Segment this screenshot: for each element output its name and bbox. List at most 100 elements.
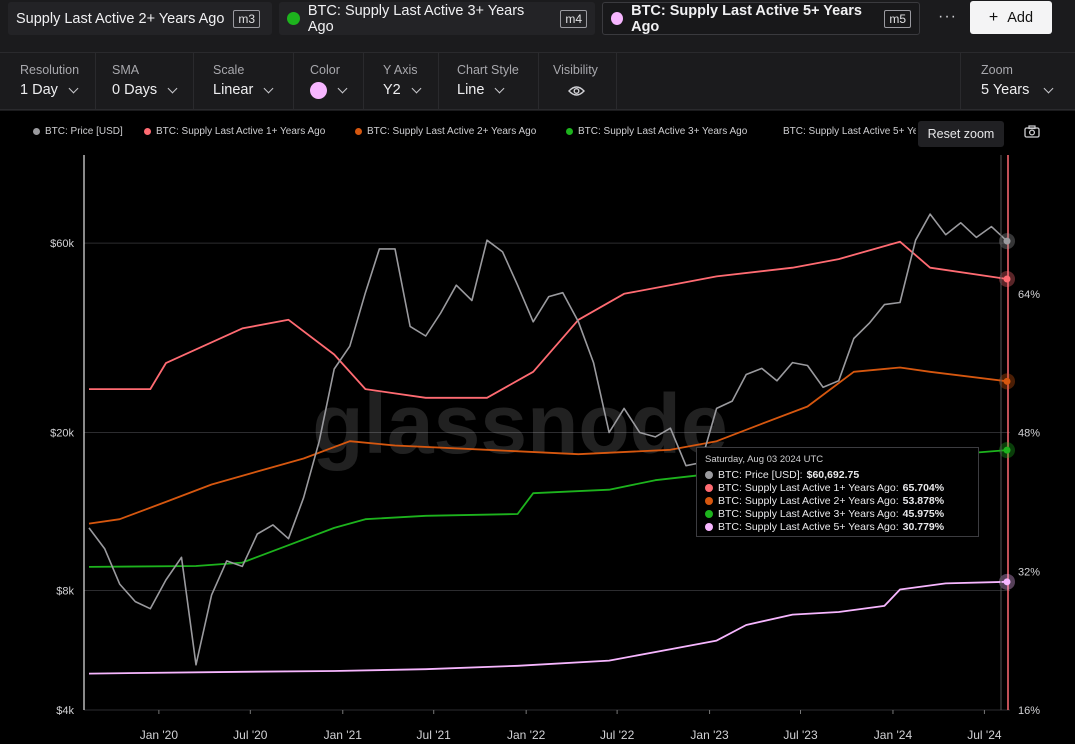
y-left-tick-label: $8k xyxy=(56,585,74,597)
tooltip-row: BTC: Supply Last Active 5+ Years Ago: 30.… xyxy=(705,520,970,533)
control-value: Y2 xyxy=(383,82,401,98)
metric-color-dot xyxy=(287,12,300,25)
tooltip-label: BTC: Price [USD]: xyxy=(718,468,803,481)
metric-tag: m3 xyxy=(233,9,261,28)
tooltip-dot xyxy=(705,496,713,505)
control-value: Linear xyxy=(213,82,254,98)
x-tick-label: Jul '23 xyxy=(783,728,818,742)
control-value: 5 Years xyxy=(981,82,1030,98)
x-tick-label: Jul '20 xyxy=(233,728,268,742)
tooltip-label: BTC: Supply Last Active 1+ Years Ago: xyxy=(718,481,899,494)
tooltip-value: 45.975% xyxy=(902,507,945,520)
chevron-down-icon xyxy=(68,83,79,93)
y-right-tick-label: 48% xyxy=(1018,428,1040,440)
tooltip-dot xyxy=(705,483,713,492)
control-label: Scale xyxy=(213,63,245,77)
y-left-tick-label: $4k xyxy=(56,705,74,717)
legend-item-1y[interactable]: BTC: Supply Last Active 1+ Years Ago xyxy=(144,126,325,137)
tooltip-label: BTC: Supply Last Active 2+ Years Ago: xyxy=(718,494,899,507)
chevron-down-icon xyxy=(494,83,505,93)
series-end-marker xyxy=(1003,446,1011,454)
series-line-supply-3y xyxy=(88,449,1008,568)
resolution-select[interactable]: Resolution 1 Day xyxy=(0,53,96,109)
metric-tag: m4 xyxy=(560,9,587,28)
chevron-down-icon xyxy=(167,83,178,93)
zoom-select[interactable]: Zoom 5 Years xyxy=(960,53,1075,109)
chevron-down-icon xyxy=(263,83,274,93)
metric-tab-m3[interactable]: Supply Last Active 2+ Years Ago m3 xyxy=(8,2,272,35)
legend-dot xyxy=(33,128,40,135)
tooltip-row: BTC: Supply Last Active 2+ Years Ago: 53.… xyxy=(705,494,970,507)
series-line-price xyxy=(88,213,1008,666)
tooltip-date: Saturday, Aug 03 2024 UTC xyxy=(705,454,824,465)
legend-label: BTC: Supply Last Active 3+ Years Ago xyxy=(578,126,748,137)
x-tick-label: Jan '22 xyxy=(507,728,546,742)
control-label: Color xyxy=(310,63,340,77)
legend-dot xyxy=(566,128,573,135)
tooltip-label: BTC: Supply Last Active 3+ Years Ago: xyxy=(718,507,899,520)
legend-label: BTC: Price [USD] xyxy=(45,126,123,137)
tooltip-value: $60,692.75 xyxy=(806,468,860,481)
metric-tabs-bar: Supply Last Active 2+ Years Ago m3 BTC: … xyxy=(0,0,1075,52)
series-end-marker xyxy=(1003,275,1011,283)
sma-select[interactable]: SMA 0 Days xyxy=(92,53,194,109)
tooltip-value: 53.878% xyxy=(902,494,945,507)
x-tick-label: Jul '21 xyxy=(417,728,452,742)
control-value: 1 Day xyxy=(20,82,58,98)
more-options-button[interactable]: ··· xyxy=(938,8,957,25)
metric-tab-label: Supply Last Active 2+ Years Ago xyxy=(16,10,225,27)
reset-zoom-button[interactable]: Reset zoom xyxy=(918,121,1004,147)
x-tick-label: Jan '20 xyxy=(140,728,179,742)
plus-icon: + xyxy=(988,8,999,26)
chevron-down-icon xyxy=(1043,83,1054,93)
series-end-marker xyxy=(1003,237,1011,245)
series-end-marker xyxy=(1003,377,1011,385)
x-tick-label: Jan '23 xyxy=(690,728,729,742)
metric-tab-m5[interactable]: BTC: Supply Last Active 5+ Years Ago m5 xyxy=(602,2,920,35)
series-line-supply-5y xyxy=(88,580,1008,675)
metric-tab-label: BTC: Supply Last Active 5+ Years Ago xyxy=(631,2,862,35)
camera-icon[interactable] xyxy=(1024,125,1040,138)
tooltip-dot xyxy=(705,509,713,518)
scale-select[interactable]: Scale Linear xyxy=(193,53,294,109)
legend-label: BTC: Supply Last Active 1+ Years Ago xyxy=(156,126,326,137)
metric-tab-label: BTC: Supply Last Active 3+ Years Ago xyxy=(307,2,525,35)
watermark: glassnode xyxy=(312,377,727,471)
control-label: Chart Style xyxy=(457,63,519,77)
tooltip-row: BTC: Supply Last Active 3+ Years Ago: 45.… xyxy=(705,507,970,520)
metric-tab-m4[interactable]: BTC: Supply Last Active 3+ Years Ago m4 xyxy=(279,2,595,35)
visibility-toggle[interactable]: Visibility xyxy=(533,53,617,109)
chart-panel: BTC: Price [USD] BTC: Supply Last Active… xyxy=(0,111,1075,744)
control-value: 0 Days xyxy=(112,82,158,98)
legend-item-5y[interactable]: BTC: Supply Last Active 5+ Years Ago xyxy=(778,126,916,137)
legend-item-price[interactable]: BTC: Price [USD] xyxy=(33,126,123,137)
x-tick-label: Jan '21 xyxy=(324,728,363,742)
legend-item-3y[interactable]: BTC: Supply Last Active 3+ Years Ago xyxy=(566,126,747,137)
tooltip-row: BTC: Supply Last Active 1+ Years Ago: 65.… xyxy=(705,481,970,494)
y-axis-select[interactable]: Y Axis Y2 xyxy=(363,53,439,109)
tooltip-label: BTC: Supply Last Active 5+ Years Ago: xyxy=(718,520,899,533)
series-line-supply-2y xyxy=(88,366,1008,525)
control-label: SMA xyxy=(112,63,140,77)
control-label: Visibility xyxy=(553,63,598,77)
add-metric-button[interactable]: + Add xyxy=(970,1,1052,34)
color-select[interactable]: Color xyxy=(290,53,364,109)
legend-item-2y[interactable]: BTC: Supply Last Active 2+ Years Ago xyxy=(355,126,536,137)
y-right-tick-label: 64% xyxy=(1018,289,1040,301)
tooltip-row: BTC: Price [USD]: $60,692.75 xyxy=(705,468,970,481)
series-end-marker xyxy=(1003,578,1011,586)
tooltip-dot xyxy=(705,470,713,479)
x-tick-label: Jul '24 xyxy=(967,728,1002,742)
legend-label: BTC: Supply Last Active 2+ Years Ago xyxy=(367,126,537,137)
chart-style-select[interactable]: Chart Style Line xyxy=(437,53,539,109)
line-chart[interactable]: glassnode $4k $8k $20k $60k 16% 32% 48% 64% Jan '… xyxy=(0,111,1075,744)
control-value: Line xyxy=(457,82,485,98)
tooltip-value: 30.779% xyxy=(902,520,945,533)
legend-dot xyxy=(144,128,151,135)
y-right-tick-label: 16% xyxy=(1018,705,1040,717)
control-label: Resolution xyxy=(20,63,80,77)
add-label: Add xyxy=(1007,9,1034,26)
control-label: Y Axis xyxy=(383,63,418,77)
metric-color-dot xyxy=(611,12,624,25)
x-tick-label: Jul '22 xyxy=(600,728,635,742)
